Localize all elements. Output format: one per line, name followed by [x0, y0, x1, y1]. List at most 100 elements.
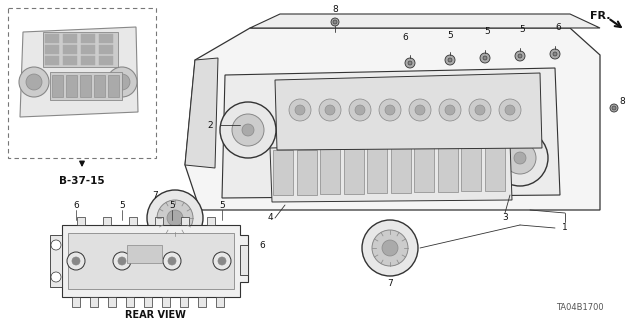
Text: 5: 5: [169, 201, 175, 210]
Text: 1: 1: [562, 224, 568, 233]
Bar: [77, 217, 85, 225]
Circle shape: [499, 99, 521, 121]
Text: 7: 7: [387, 278, 393, 287]
Bar: [344, 149, 364, 194]
Bar: [198, 297, 206, 307]
Circle shape: [518, 54, 522, 58]
Circle shape: [232, 114, 264, 146]
Bar: [66, 75, 77, 97]
Circle shape: [289, 99, 311, 121]
Polygon shape: [222, 68, 560, 198]
Circle shape: [415, 105, 425, 115]
Text: 3: 3: [502, 213, 508, 222]
Bar: [207, 217, 215, 225]
Circle shape: [439, 99, 461, 121]
Bar: [438, 146, 458, 191]
Bar: [108, 297, 116, 307]
Circle shape: [355, 105, 365, 115]
Circle shape: [445, 105, 455, 115]
Text: 8: 8: [332, 5, 338, 14]
Bar: [390, 147, 410, 192]
Polygon shape: [275, 73, 542, 150]
Bar: [63, 56, 77, 65]
Circle shape: [372, 230, 408, 266]
Circle shape: [405, 58, 415, 68]
Text: 8: 8: [619, 98, 625, 107]
Bar: [81, 34, 95, 43]
Bar: [216, 297, 224, 307]
Circle shape: [51, 272, 61, 282]
Bar: [52, 75, 63, 97]
Text: 5: 5: [219, 201, 225, 210]
Circle shape: [113, 252, 131, 270]
Bar: [162, 297, 170, 307]
Circle shape: [505, 105, 515, 115]
Circle shape: [168, 257, 176, 265]
Circle shape: [147, 190, 203, 246]
Circle shape: [483, 56, 487, 60]
Bar: [81, 56, 95, 65]
Bar: [103, 217, 111, 225]
Polygon shape: [62, 225, 248, 297]
Text: 6: 6: [73, 201, 79, 210]
Text: 5: 5: [447, 31, 453, 40]
Text: 5: 5: [484, 27, 490, 36]
Circle shape: [51, 240, 61, 250]
Circle shape: [492, 130, 548, 186]
Bar: [99, 56, 113, 65]
Bar: [99, 45, 113, 54]
Text: TA04B1700: TA04B1700: [556, 303, 604, 313]
Polygon shape: [20, 27, 138, 117]
Bar: [129, 217, 137, 225]
Circle shape: [157, 200, 193, 236]
Circle shape: [19, 67, 49, 97]
Polygon shape: [68, 233, 234, 289]
Bar: [155, 217, 163, 225]
Bar: [81, 45, 95, 54]
Bar: [50, 235, 62, 287]
Bar: [99, 34, 113, 43]
Bar: [144, 297, 152, 307]
Bar: [90, 297, 98, 307]
Circle shape: [218, 257, 226, 265]
Circle shape: [114, 74, 130, 90]
Circle shape: [72, 257, 80, 265]
Circle shape: [475, 105, 485, 115]
Circle shape: [167, 210, 183, 226]
Bar: [94, 75, 105, 97]
Bar: [320, 149, 340, 194]
Circle shape: [331, 18, 339, 26]
Circle shape: [612, 106, 616, 110]
Text: REAR VIEW: REAR VIEW: [125, 310, 186, 319]
Polygon shape: [185, 28, 600, 210]
Text: 7: 7: [152, 190, 158, 199]
Bar: [484, 145, 504, 190]
Bar: [240, 245, 248, 275]
Text: B-37-15: B-37-15: [59, 176, 105, 186]
Bar: [273, 150, 293, 195]
Bar: [180, 297, 188, 307]
Circle shape: [349, 99, 371, 121]
Bar: [63, 45, 77, 54]
Text: 4: 4: [267, 213, 273, 222]
Bar: [367, 148, 387, 193]
Circle shape: [550, 49, 560, 59]
Text: FR.: FR.: [589, 11, 611, 21]
Circle shape: [480, 53, 490, 63]
Circle shape: [220, 102, 276, 158]
Circle shape: [553, 52, 557, 56]
Bar: [108, 75, 119, 97]
Bar: [45, 34, 59, 43]
Circle shape: [610, 104, 618, 112]
Circle shape: [242, 124, 254, 136]
Circle shape: [382, 240, 398, 256]
Circle shape: [213, 252, 231, 270]
Bar: [461, 146, 481, 191]
Polygon shape: [185, 58, 218, 168]
Text: 6: 6: [259, 241, 265, 249]
Bar: [63, 34, 77, 43]
Text: 6: 6: [555, 24, 561, 33]
Circle shape: [333, 20, 337, 24]
Text: 5: 5: [519, 26, 525, 34]
Bar: [50, 72, 122, 100]
